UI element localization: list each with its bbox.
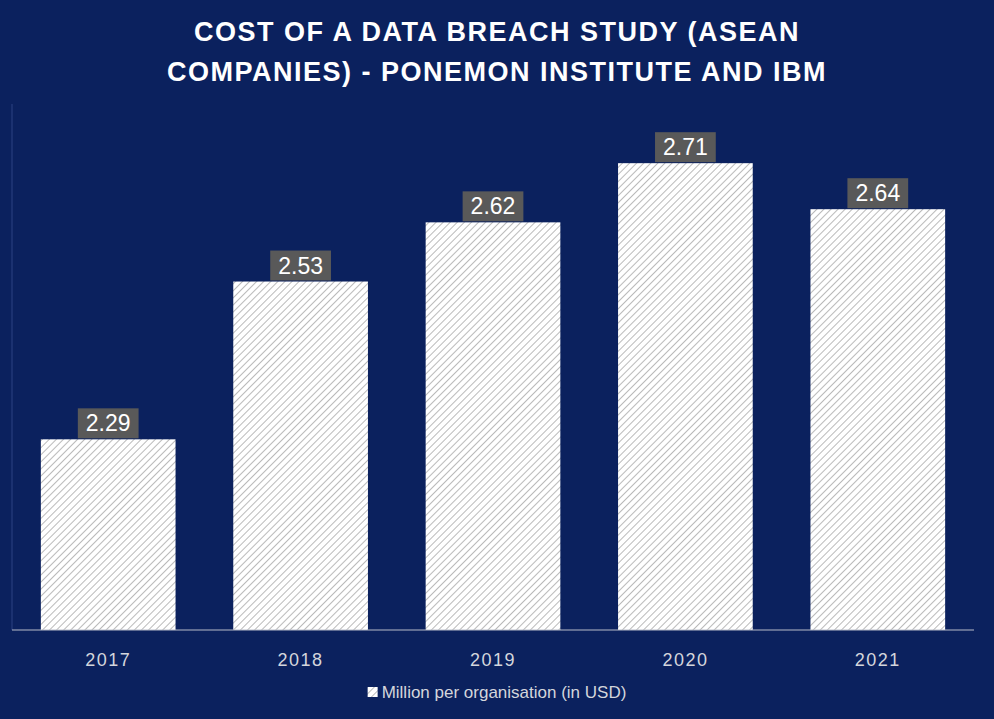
- legend-swatch: [368, 687, 378, 697]
- chart-canvas: 2.29 2.53 2.62 2.71 2.64 2017 2018 2019 2020 2021…: [0, 0, 994, 719]
- data-label: 2.29: [86, 410, 131, 436]
- x-tick-label: 2018: [278, 650, 324, 670]
- data-label-box: [847, 178, 908, 208]
- bar: [426, 222, 561, 630]
- x-tick-label: 2020: [662, 650, 708, 670]
- x-tick-label: 2021: [855, 650, 901, 670]
- legend: Million per organisation (in USD): [368, 683, 627, 702]
- data-label: 2.71: [663, 134, 708, 160]
- data-label-box: [655, 132, 716, 162]
- chart-title: COST OF A DATA BREACH STUDY (ASEAN COMPA…: [117, 12, 877, 92]
- data-label-box: [463, 191, 524, 221]
- data-label-box: [78, 408, 139, 438]
- x-tick-label: 2019: [470, 650, 516, 670]
- bar: [233, 282, 368, 630]
- bar: [41, 439, 176, 630]
- bar: [618, 163, 753, 630]
- data-label: 2.64: [855, 180, 900, 206]
- data-labels: 2.29 2.53 2.62 2.71 2.64: [78, 132, 908, 438]
- data-label-box: [270, 251, 331, 281]
- bar: [810, 209, 945, 630]
- data-label: 2.62: [471, 193, 516, 219]
- legend-label: Million per organisation (in USD): [382, 683, 627, 702]
- data-label: 2.53: [278, 253, 323, 279]
- x-tick-label: 2017: [85, 650, 131, 670]
- y-axis-line: [12, 104, 13, 630]
- x-axis-line: [12, 630, 974, 631]
- bars: [41, 163, 945, 630]
